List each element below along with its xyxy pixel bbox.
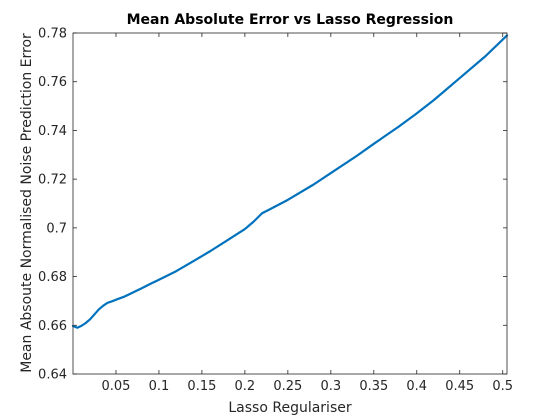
x-tick-label: 0.3: [320, 379, 341, 394]
x-tick-label: 0.05: [101, 379, 130, 394]
x-tick-label: 0.45: [445, 379, 474, 394]
series: [71, 34, 509, 329]
x-tick-label: 0.25: [273, 379, 302, 394]
x-tick-label: 0.5: [492, 379, 513, 394]
x-tick-label: 0.4: [406, 379, 427, 394]
ticks: [73, 32, 507, 375]
x-tick-label: 0.15: [187, 379, 216, 394]
y-tick-label: 0.64: [38, 368, 67, 383]
y-tick-label: 0.76: [38, 75, 67, 90]
y-tick-label: 0.7: [46, 221, 67, 236]
series-line: [71, 34, 509, 329]
y-tick-label: 0.74: [38, 124, 67, 139]
axes-box: [72, 32, 508, 375]
tick-labels: 0.05 0.1 0.15 0.2 0.25 0.3 0.35 0.4 0.45 0.5 0.64 0…: [38, 27, 513, 395]
y-axis-label: Mean Absoute Normalised Noise Prediction…: [19, 33, 35, 373]
y-tick-label: 0.68: [38, 270, 67, 285]
chart-title: Mean Absolute Error vs Lasso Regression: [127, 12, 454, 28]
x-axis-label: Lasso Regulariser: [228, 400, 351, 416]
x-tick-label: 0.1: [149, 379, 170, 394]
x-tick-label: 0.2: [235, 379, 256, 394]
y-tick-label: 0.72: [38, 173, 67, 188]
y-tick-label: 0.66: [38, 319, 67, 334]
plot-area: [73, 33, 507, 374]
x-tick-label: 0.35: [359, 379, 388, 394]
y-tick-label: 0.78: [38, 27, 67, 42]
